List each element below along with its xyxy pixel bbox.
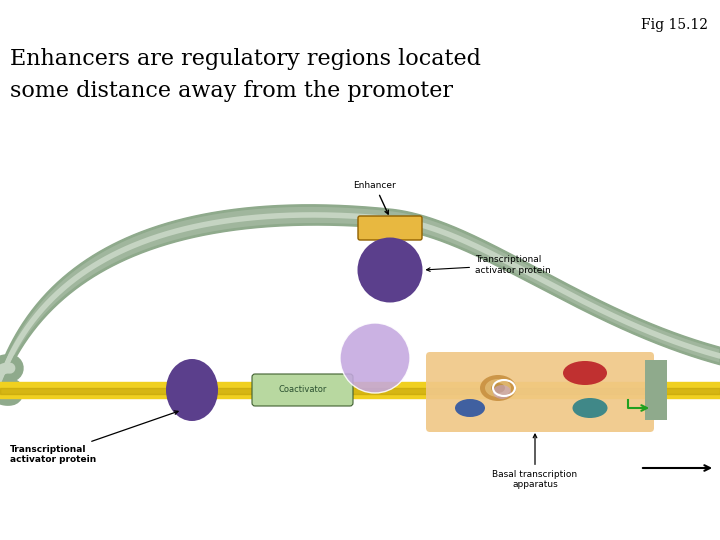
Ellipse shape [493,385,511,399]
Ellipse shape [563,361,607,385]
Ellipse shape [572,398,608,418]
FancyBboxPatch shape [426,352,654,432]
Ellipse shape [358,238,423,302]
Bar [645,360,667,420]
Text: Enhancers are regulatory regions located: Enhancers are regulatory regions located [10,48,481,70]
FancyBboxPatch shape [358,216,422,240]
Ellipse shape [166,359,218,421]
Text: some distance away from the promoter: some distance away from the promoter [10,80,453,102]
Text: Transcriptional
activator protein: Transcriptional activator protein [426,255,551,275]
Ellipse shape [485,379,511,397]
Text: Transcriptional
activator protein: Transcriptional activator protein [10,411,178,464]
Text: Basal transcription
apparatus: Basal transcription apparatus [492,434,577,489]
Text: Enhancer: Enhancer [354,181,397,214]
Ellipse shape [340,323,410,393]
Ellipse shape [480,375,516,401]
Ellipse shape [491,383,505,393]
FancyBboxPatch shape [252,374,353,406]
Ellipse shape [455,399,485,417]
Text: Coactivator: Coactivator [279,386,327,395]
Polygon shape [0,206,720,390]
Text: Fig 15.12: Fig 15.12 [641,18,708,32]
